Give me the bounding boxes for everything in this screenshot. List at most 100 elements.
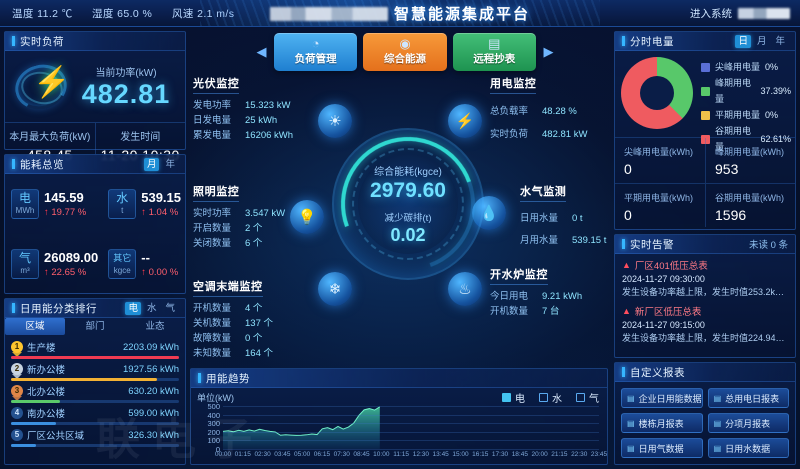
boiler-row: 开机数量 7 台 [490,304,610,319]
item-value: -- [141,250,150,265]
chart-x-tick: 03:45 [274,451,291,458]
legend-swatch [701,134,710,144]
item-glyph: 气 [18,251,31,265]
alarm-head: ▲ 厂区401低压总表 [622,258,788,272]
report-button-building-monthly[interactable]: ▤ 楼栋月报表 [621,413,703,433]
boiler-orb-icon[interactable]: ♨ [448,272,482,306]
time-of-use-panel: 分时电量 日 月 年 尖峰用电量 0% 峰期用电量 37.39% [614,31,796,230]
nav-button-load-management[interactable]: ◔ 负荷管理 [274,33,358,71]
ranking-energy-water[interactable]: 水 [146,302,157,314]
rank-head: 1 生产楼 2203.09 kWh [11,340,179,354]
pv-orb-icon[interactable]: ☀ [318,104,352,138]
list-item[interactable]: ▲ 新厂区低压总表 2024-11-27 09:15:00 发生设备功率越上限，… [615,300,795,346]
water-gas-monitoring-section: 水气监测 日用水量 0 t 月用水量 539.15 t [520,182,630,248]
tou-range-month[interactable]: 月 [756,35,767,47]
tou-cell-label: 谷期用电量(kWh) [715,192,784,203]
login-area[interactable]: 进入系统 [690,6,790,21]
nav-button-remote-metering[interactable]: ▤ 远程抄表 [452,33,536,71]
report-button-enterprise-daily[interactable]: ▤ 企业日用能数据 [621,388,703,408]
ranking-energy-gas[interactable]: 气 [165,302,175,314]
module-nav: ◀ ◔ 负荷管理 ◉ 综合能源 ▤ 远程抄表 ▶ [255,32,555,72]
tab-area[interactable]: 区域 [5,318,65,335]
rank-bar-track [11,400,179,403]
rank-head: 2 新办公楼 1927.56 kWh [11,362,179,376]
tou-range-toggle[interactable]: 日 月 年 [735,34,788,48]
report-button-subitem-monthly[interactable]: ▤ 分项月报表 [707,413,789,433]
overview-item-water: 水 t 539.15 ↑ 1.04 % [102,174,185,234]
app-header: 温度 11.2 ℃ 湿度 65.0 % 风速 2.1 m/s 智慧能源集成平台 … [0,0,800,27]
nav-button-integrated-energy[interactable]: ◉ 综合能源 [363,33,447,71]
ranking-energy-electricity[interactable]: 电 [125,301,141,315]
checkbox-gas[interactable]: 气 [576,390,599,405]
overview-range-year[interactable]: 年 [165,158,175,170]
item-unit: m³ [20,266,30,275]
report-label: 日用气数据 [638,443,684,454]
nav-prev-icon[interactable]: ◀ [256,44,267,59]
realtime-load-panel: 实时负荷 ⚡ 当前功率(kW) 482.81 本月最大负荷(kW) 458.45… [4,31,186,169]
electricity-orb-icon[interactable]: ⚡ [448,104,482,138]
checkbox-electricity[interactable]: 电 [502,390,525,405]
chart-x-tick: 07:30 [333,451,350,458]
list-item[interactable]: 3 北办公楼 630.20 kWh [11,384,179,403]
tab-business[interactable]: 业态 [145,321,165,332]
pv-key: 发电功率 [193,100,232,111]
ranking-energy-toggle[interactable]: 电 水 气 [125,301,178,315]
boiler-key: 今日用电 [490,291,529,302]
water-value: 539.15 t [572,235,607,246]
legend-percent: 0% [765,62,779,72]
rank-value: 2203.09 kWh [123,341,179,353]
report-button-daily-water[interactable]: ▤ 日用水数据 [707,438,789,458]
tab-department[interactable]: 部门 [85,321,105,332]
trend-titlebar: 用能趋势 [191,369,607,388]
lightning-bolt-icon: ⚡ [9,58,73,115]
legend-percent: 62.61% [760,134,791,144]
lighting-row: 实时功率 3.547 kW [193,206,313,221]
list-item[interactable]: 5 厂区公共区域 326.30 kWh [11,428,179,447]
pv-key: 日发电量 [193,115,232,126]
item-value: 26089.00 [44,250,99,265]
electricity-icon: 电 MWh [11,189,39,219]
tou-cell-value: 953 [715,161,739,177]
tou-title: 分时电量 [630,35,674,48]
title-accent-bar [622,239,625,249]
report-icon: ▤ [713,418,722,428]
rank-head: 5 厂区公共区域 326.30 kWh [11,428,179,442]
checkbox-water[interactable]: 水 [539,390,562,405]
tou-values-grid: 尖峰用电量(kWh) 0 峰期用电量(kWh) 953 平期用电量(kWh) 0… [615,137,795,227]
realtime-load-title: 实时负荷 [20,35,64,48]
boiler-value: 9.21 kWh [542,291,583,302]
nav-button-label: 综合能源 [383,53,426,65]
item-change-value: 22.65 % [51,267,87,278]
report-button-daily-gas[interactable]: ▤ 日用气数据 [621,438,703,458]
hvac-orb-icon[interactable]: ❄ [318,272,352,306]
nav-next-icon[interactable]: ▶ [543,44,554,59]
rank-bar-track [11,422,179,425]
item-unit: kgce [113,266,131,275]
tou-cell-value: 1596 [715,206,747,223]
overview-range-toggle[interactable]: 月 年 [143,157,178,171]
list-item[interactable]: 2 新办公楼 1927.56 kWh [11,362,179,381]
overview-range-month[interactable]: 月 [143,157,160,171]
ranking-tabs[interactable]: 区域 部门 业态 [5,318,185,335]
report-button-total-electricity-daily[interactable]: ▤ 总用电日报表 [707,388,789,408]
alarm-titlebar: 实时告警 未读 0 条 [615,235,795,254]
list-item[interactable]: ▲ 厂区401低压总表 2024-11-27 09:30:00 发生设备功率越上… [615,254,795,300]
nav-button-label: 负荷管理 [294,53,337,65]
list-item[interactable]: 1 生产楼 2203.09 kWh [11,340,179,359]
item-change: ↑ 1.04 % [141,207,181,218]
page-title: 智慧能源集成平台 [0,3,800,24]
list-item[interactable]: 4 南办公楼 599.00 kWh [11,406,179,425]
report-icon: ▤ [713,443,722,453]
tou-range-year[interactable]: 年 [775,35,785,47]
realtime-alarm-panel: 实时告警 未读 0 条 ▲ 厂区401低压总表 2024-11-27 09:30… [614,234,796,358]
hvac-key: 开机数量 [193,303,232,314]
tou-range-day[interactable]: 日 [735,34,751,48]
chart-y-tick: 100 [207,436,220,446]
alarm-device-name: 厂区401低压总表 [634,261,708,272]
overview-item-other: 其它 kgce -- ↑ 0.00 % [102,234,185,294]
alarm-unread-count: 未读 0 条 [748,240,788,251]
chart-gridline [223,414,599,416]
title-accent-bar [12,303,15,313]
lighting-orb-icon[interactable]: 💡 [290,200,324,234]
lighting-title: 照明监控 [193,183,240,202]
